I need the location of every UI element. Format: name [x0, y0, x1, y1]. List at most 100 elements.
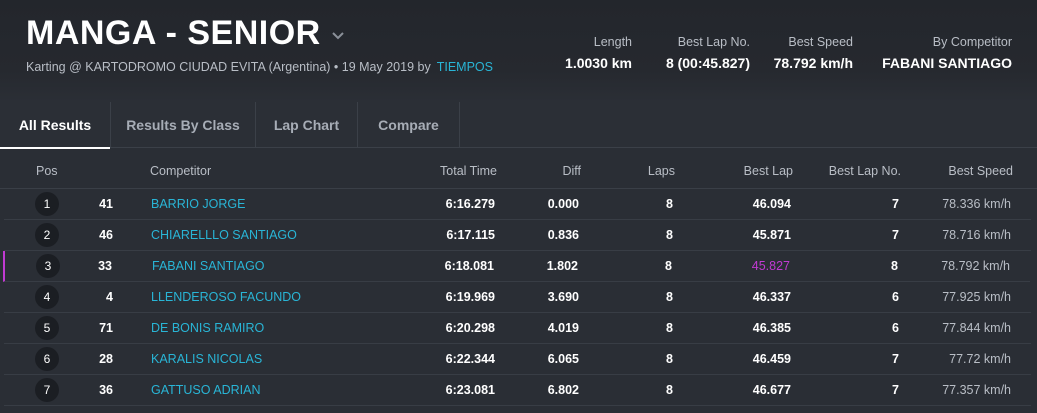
- total-time: 6:16.279: [445, 197, 495, 211]
- laps: 8: [666, 321, 673, 335]
- laps: 8: [666, 290, 673, 304]
- diff: 6.802: [547, 383, 579, 397]
- position-badge: 5: [35, 316, 59, 340]
- stat-label: Length: [593, 35, 632, 49]
- position-badge: 4: [35, 285, 59, 309]
- laps: 8: [666, 197, 673, 211]
- tab-compare[interactable]: Compare: [358, 102, 460, 148]
- title-wrap[interactable]: MANGA - SENIOR: [26, 14, 345, 53]
- col-best-lap-no[interactable]: Best Lap No.: [828, 164, 901, 178]
- best-lap-no: 7: [892, 383, 899, 397]
- results-tabs: All Results Results By Class Lap Chart C…: [0, 102, 1037, 149]
- tab-lap-chart[interactable]: Lap Chart: [256, 102, 358, 148]
- stat-by-competitor: By Competitor FABANI SANTIAGO: [882, 35, 1012, 71]
- stat-value: FABANI SANTIAGO: [882, 55, 1012, 71]
- total-time: 6:18.081: [444, 259, 494, 273]
- stat-best-lap-no: Best Lap No. 8 (00:45.827): [666, 35, 750, 71]
- kart-number: 41: [99, 197, 113, 211]
- kart-number: 33: [98, 259, 112, 273]
- competitor-name[interactable]: KARALIS NICOLAS: [151, 352, 263, 366]
- best-lap-no: 6: [892, 321, 899, 335]
- best-lap: 46.385: [752, 321, 791, 335]
- best-lap: 46.677: [752, 383, 791, 397]
- best-lap-no: 7: [892, 352, 899, 366]
- laps: 8: [666, 383, 673, 397]
- stat-best-speed: Best Speed 78.792 km/h: [774, 35, 853, 71]
- diff: 0.000: [547, 197, 579, 211]
- competitor-name[interactable]: LLENDEROSO FACUNDO: [151, 290, 302, 304]
- table-row[interactable]: 1 41 BARRIO JORGE 6:16.279 0.000 8 46.094 7 78.3…: [4, 189, 1031, 220]
- diff: 6.065: [547, 352, 579, 366]
- stat-value: 8 (00:45.827): [665, 55, 750, 71]
- col-total-time[interactable]: Total Time: [440, 164, 497, 178]
- event-info: Karting @ KARTODROMO CIUDAD EVITA (Argen…: [26, 60, 431, 74]
- position-badge: 7: [35, 378, 59, 402]
- table-row[interactable]: 6 28 KARALIS NICOLAS 6:22.344 6.065 8 46.459 7 7…: [4, 344, 1031, 375]
- table-row[interactable]: 7 36 GATTUSO ADRIAN 6:23.081 6.802 8 46.677 7 77…: [4, 375, 1031, 406]
- best-lap-no: 7: [892, 228, 899, 242]
- diff: 0.836: [547, 228, 579, 242]
- col-diff[interactable]: Diff: [562, 164, 581, 178]
- diff: 3.690: [547, 290, 579, 304]
- diff: 4.019: [547, 321, 579, 335]
- best-speed: 77.72 km/h: [949, 352, 1011, 366]
- table-row[interactable]: 2 46 CHIARELLLO SANTIAGO 6:17.115 0.836 8 45.8…: [4, 220, 1031, 251]
- competitor-name[interactable]: DE BONIS RAMIRO: [151, 321, 265, 335]
- stat-value: 1.0030 km: [565, 55, 632, 71]
- position-badge: 6: [35, 347, 59, 371]
- stat-value: 78.792 km/h: [773, 55, 853, 71]
- competitor-name[interactable]: CHIARELLLO SANTIAGO: [151, 228, 297, 242]
- best-lap: 46.094: [752, 197, 791, 211]
- col-laps[interactable]: Laps: [647, 164, 675, 178]
- col-best-speed[interactable]: Best Speed: [948, 164, 1013, 178]
- total-time: 6:20.298: [445, 321, 495, 335]
- page-title: MANGA - SENIOR: [26, 14, 321, 52]
- results-table: Pos Competitor Total Time Diff Laps Best…: [0, 154, 1037, 406]
- best-lap-no: 6: [892, 290, 899, 304]
- total-time: 6:23.081: [445, 383, 495, 397]
- total-time: 6:19.969: [445, 290, 495, 304]
- laps: 8: [666, 228, 673, 242]
- col-best-lap[interactable]: Best Lap: [743, 164, 793, 178]
- best-speed: 78.336 km/h: [942, 197, 1011, 211]
- col-competitor[interactable]: Competitor: [150, 164, 212, 178]
- best-lap: 45.827: [751, 259, 790, 273]
- table-row[interactable]: 5 71 DE BONIS RAMIRO 6:20.298 4.019 8 46.385 6 7…: [4, 313, 1031, 344]
- kart-number: 46: [99, 228, 113, 242]
- best-lap-no: 8: [891, 259, 898, 273]
- competitor-name[interactable]: GATTUSO ADRIAN: [151, 383, 261, 397]
- best-speed: 77.844 km/h: [942, 321, 1011, 335]
- position-badge: 3: [36, 254, 60, 278]
- kart-number: 71: [99, 321, 113, 335]
- table-row[interactable]: 3 33 FABANI SANTIAGO 6:18.081 1.802 8 45.827 8 7…: [3, 251, 1030, 282]
- best-speed: 78.792 km/h: [941, 259, 1010, 273]
- competitor-name[interactable]: FABANI SANTIAGO: [152, 259, 265, 273]
- best-lap: 45.871: [752, 228, 791, 242]
- best-lap-no: 7: [892, 197, 899, 211]
- tab-all-results[interactable]: All Results: [0, 102, 111, 149]
- table-header: Pos Competitor Total Time Diff Laps Best…: [0, 154, 1037, 189]
- best-speed: 77.925 km/h: [942, 290, 1011, 304]
- total-time: 6:22.344: [445, 352, 495, 366]
- laps: 8: [666, 352, 673, 366]
- chevron-down-icon[interactable]: [331, 29, 345, 43]
- col-pos[interactable]: Pos: [36, 164, 58, 178]
- position-badge: 2: [35, 223, 59, 247]
- event-header: MANGA - SENIOR Karting @ KARTODROMO CIUD…: [0, 0, 1037, 102]
- kart-number: 4: [106, 290, 113, 304]
- table-row[interactable]: 4 4 LLENDEROSO FACUNDO 6:19.969 3.690 8 46.337…: [4, 282, 1031, 313]
- stat-length: Length 1.0030 km: [565, 35, 632, 71]
- provider-link[interactable]: TIEMPOS: [436, 60, 493, 74]
- stat-label: Best Lap No.: [677, 35, 750, 49]
- competitor-name[interactable]: BARRIO JORGE: [151, 197, 246, 211]
- table-body: 1 41 BARRIO JORGE 6:16.279 0.000 8 46.094 7 78.3…: [0, 189, 1037, 406]
- event-subtitle: Karting @ KARTODROMO CIUDAD EVITA (Argen…: [26, 60, 493, 74]
- kart-number: 28: [99, 352, 113, 366]
- tab-results-by-class[interactable]: Results By Class: [111, 102, 256, 148]
- kart-number: 36: [99, 383, 113, 397]
- laps: 8: [665, 259, 672, 273]
- stat-label: Best Speed: [788, 35, 853, 49]
- position-badge: 1: [35, 192, 59, 216]
- best-speed: 78.716 km/h: [942, 228, 1011, 242]
- best-lap: 46.337: [752, 290, 791, 304]
